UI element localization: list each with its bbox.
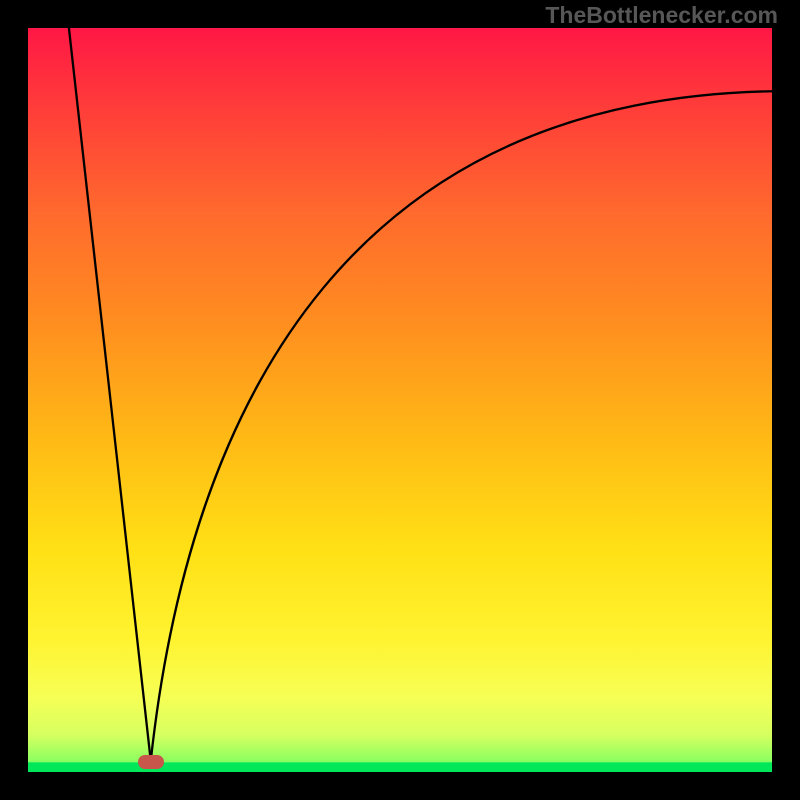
- watermark-text: TheBottlenecker.com: [545, 2, 778, 29]
- plot-area: [28, 28, 772, 772]
- curve-left: [69, 28, 151, 761]
- chart-container: TheBottlenecker.com: [0, 0, 800, 800]
- optimal-marker: [138, 755, 164, 769]
- curve-layer: [28, 28, 772, 772]
- curve-right: [151, 91, 772, 761]
